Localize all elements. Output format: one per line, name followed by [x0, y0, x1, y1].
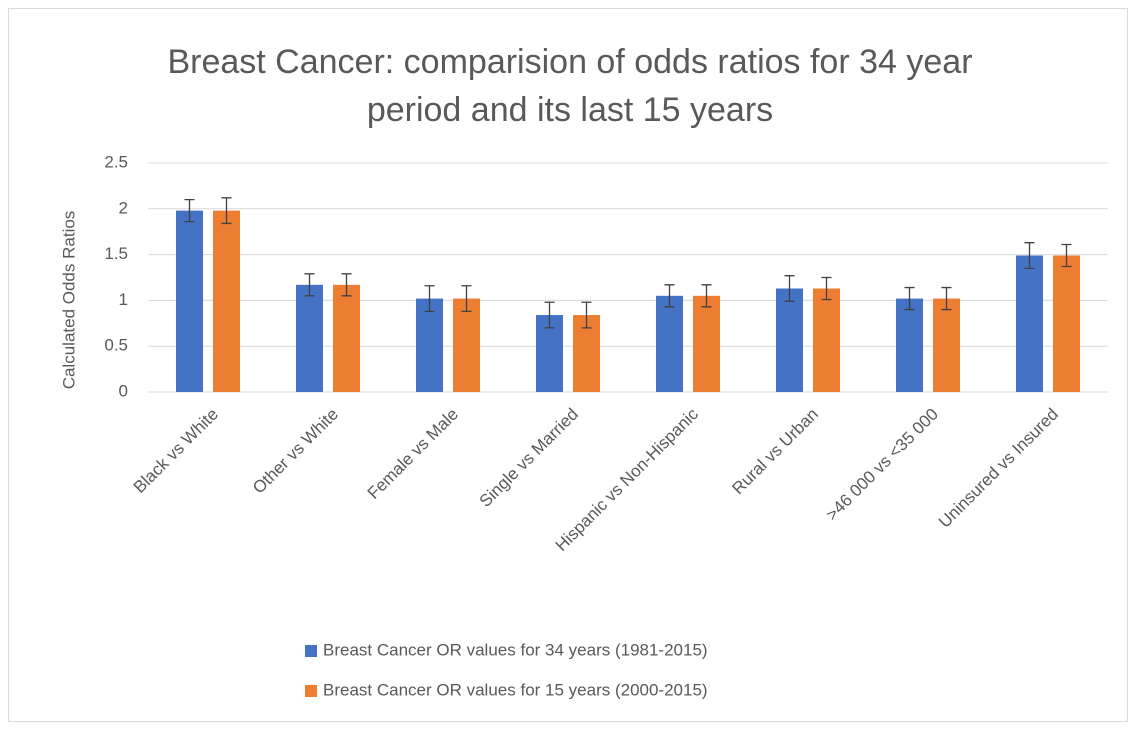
bar	[333, 284, 360, 392]
bar	[776, 288, 803, 392]
bar	[213, 210, 240, 392]
error-bar	[1061, 243, 1072, 268]
x-tick-label: Rural vs Urban	[728, 405, 822, 499]
bar	[453, 298, 480, 392]
error-bar	[461, 285, 472, 313]
y-tick-label: 1	[119, 290, 128, 309]
error-bar	[904, 286, 915, 311]
legend-swatch	[305, 645, 317, 657]
error-bar	[221, 197, 232, 225]
bar	[896, 298, 923, 392]
y-tick-label: 0.5	[104, 336, 128, 355]
x-tick-label: Other vs White	[249, 405, 342, 498]
bar	[176, 210, 203, 392]
y-tick-label: 1.5	[104, 244, 128, 263]
legend-label: Breast Cancer OR values for 15 years (20…	[323, 680, 708, 699]
x-tick-label: Uninsured vs Insured	[935, 405, 1062, 532]
bar	[296, 284, 323, 392]
error-bar	[701, 284, 712, 308]
legend-label: Breast Cancer OR values for 34 years (19…	[323, 640, 708, 659]
legend-swatch	[305, 685, 317, 697]
bar	[1016, 255, 1043, 392]
error-bar	[184, 198, 195, 223]
x-tick-label: >46 000 vs <35 000	[822, 405, 942, 525]
bar	[1053, 255, 1080, 392]
x-tick-label: Hispanic vs Non-Hispanic	[552, 404, 703, 555]
error-bar	[941, 286, 952, 311]
error-bar	[424, 285, 435, 313]
chart-frame	[8, 8, 1128, 722]
x-tick-label: Female vs Male	[364, 405, 462, 503]
error-bar	[664, 284, 675, 308]
error-bar	[784, 275, 795, 302]
chart-title: Breast Cancer: comparision of odds ratio…	[167, 43, 973, 129]
y-axis-label: Calculated Odds Ratios	[59, 211, 78, 390]
bar	[693, 295, 720, 392]
error-bar	[821, 276, 832, 301]
x-tick-label: Black vs White	[130, 405, 222, 497]
error-bar	[544, 301, 555, 329]
bar	[813, 288, 840, 392]
x-tick-label: Single vs Married	[476, 405, 582, 511]
bar	[416, 298, 443, 392]
bar	[933, 298, 960, 392]
y-tick-label: 0	[119, 381, 128, 400]
y-tick-label: 2	[119, 198, 128, 217]
error-bar	[1024, 242, 1035, 269]
error-bar	[341, 273, 352, 297]
y-tick-label: 2.5	[104, 152, 128, 171]
bar	[656, 295, 683, 392]
error-bar	[304, 273, 315, 297]
error-bar	[581, 301, 592, 329]
